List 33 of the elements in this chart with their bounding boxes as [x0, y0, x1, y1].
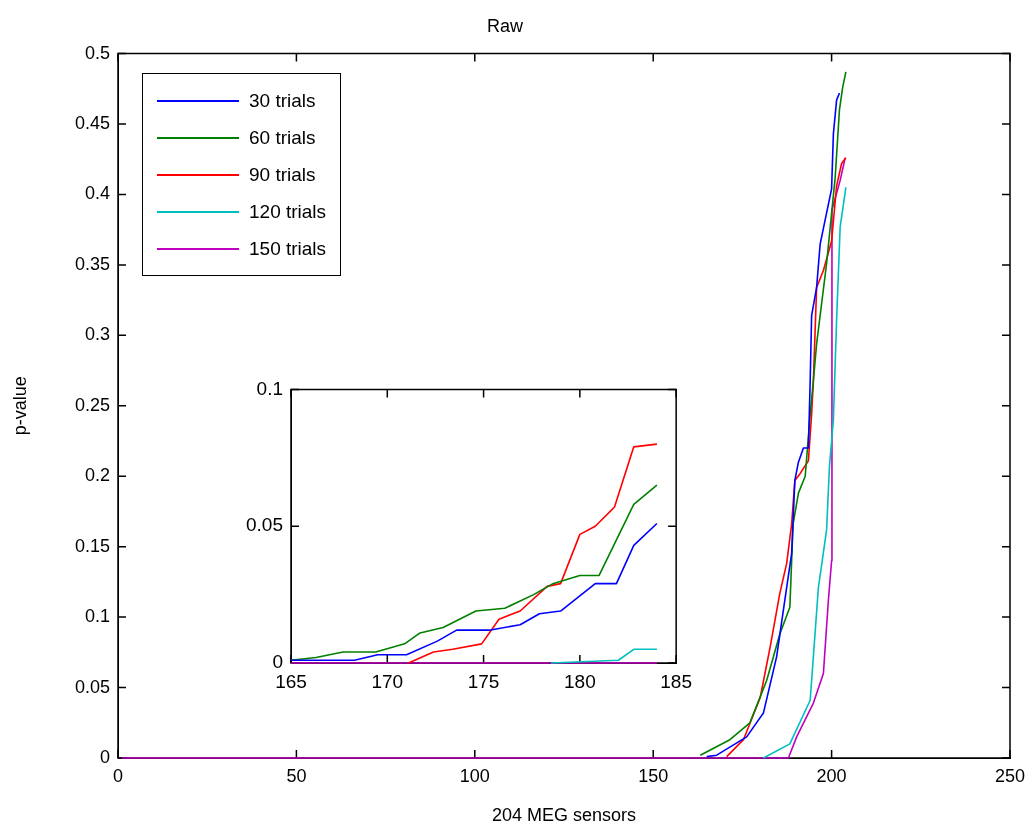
y-tick-label: 0.4 — [84, 183, 110, 204]
legend-label: 60 trials — [249, 126, 316, 149]
y-tick-label: 0.3 — [84, 324, 110, 345]
y-tick-label: 0.5 — [84, 42, 110, 63]
x-tick-label: 175 — [467, 670, 500, 692]
y-tick-label: 0.35 — [74, 253, 110, 274]
x-tick-label: 200 — [816, 765, 847, 786]
legend-label: 90 trials — [249, 163, 316, 186]
chart-title: Raw — [486, 15, 524, 36]
y-axis-title: p-value — [9, 376, 30, 436]
x-tick-label: 165 — [275, 670, 307, 692]
y-tick-label: 0.25 — [74, 394, 110, 415]
x-tick-label: 0 — [112, 765, 124, 786]
x-tick-label: 50 — [286, 765, 307, 786]
y-tick-label: 0.05 — [246, 514, 283, 536]
y-tick-label: 0 — [99, 746, 110, 767]
x-tick-label: 180 — [564, 670, 596, 692]
y-tick-label: 0 — [272, 651, 283, 673]
y-tick-label: 0.1 — [256, 377, 283, 399]
legend-label: 150 trials — [249, 237, 327, 260]
y-tick-label: 0.2 — [84, 465, 110, 486]
legend-label: 30 trials — [249, 89, 316, 112]
y-tick-label: 0.45 — [74, 113, 110, 134]
x-tick-label: 150 — [638, 765, 669, 786]
y-tick-label: 0.05 — [74, 676, 110, 697]
legend-label: 120 trials — [249, 200, 327, 223]
y-tick-label: 0.1 — [84, 606, 110, 627]
y-tick-label: 0.15 — [74, 535, 110, 556]
x-tick-label: 185 — [660, 670, 692, 692]
x-tick-label: 170 — [371, 670, 404, 692]
x-axis-title: 204 MEG sensors — [491, 805, 637, 826]
x-tick-label: 250 — [994, 765, 1026, 786]
x-tick-label: 100 — [459, 765, 490, 786]
